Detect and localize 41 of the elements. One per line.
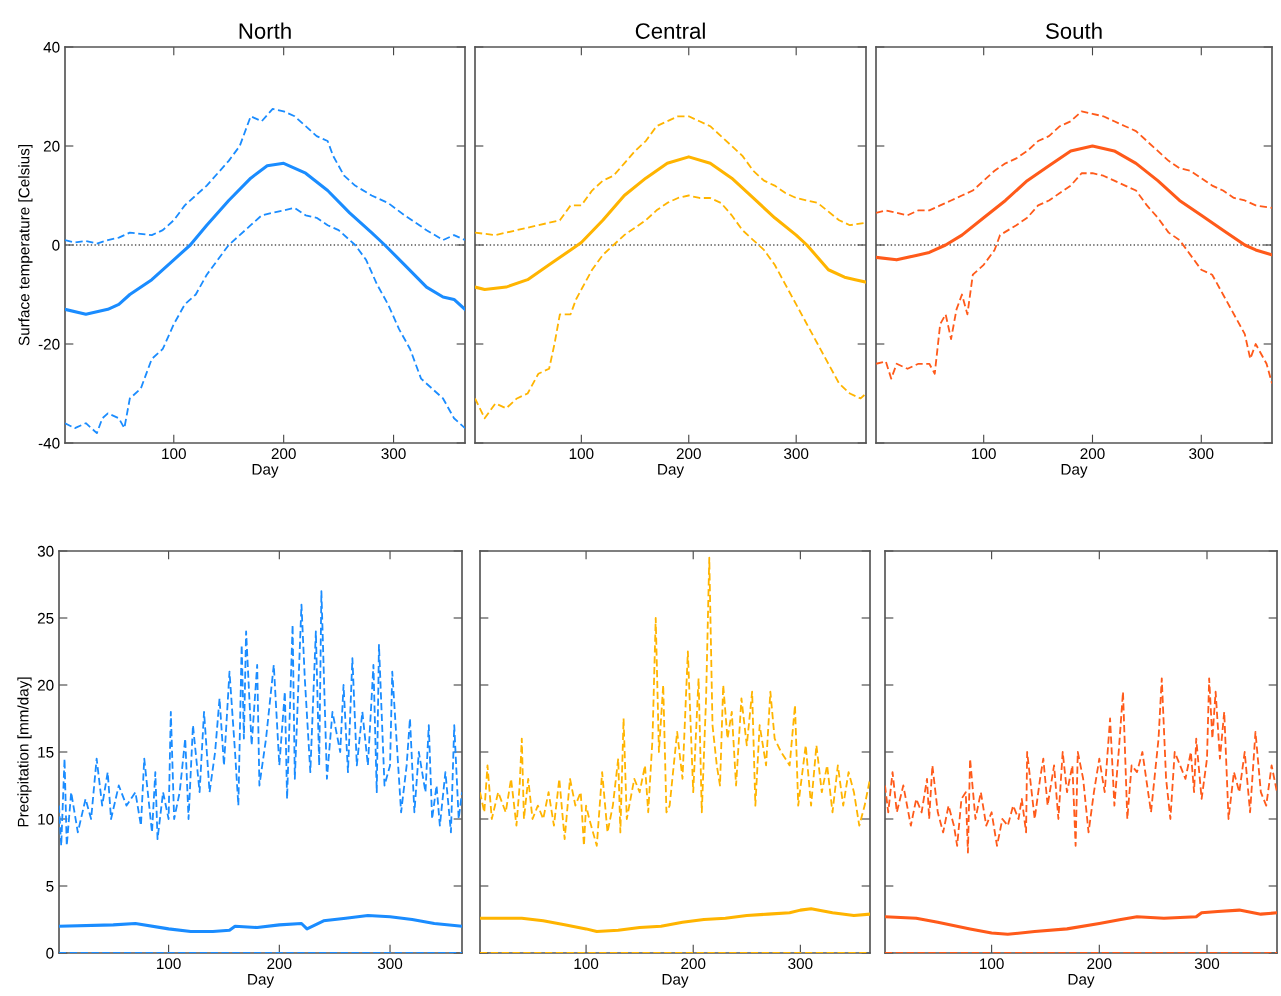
chart-title: Central xyxy=(635,22,705,39)
x-tick-label: 100 xyxy=(574,958,599,970)
x-tick-label: 300 xyxy=(377,958,403,970)
x-tick-label: 100 xyxy=(569,448,594,460)
y-tick-label: 40 xyxy=(43,41,60,53)
x-tick-label: 300 xyxy=(788,958,813,970)
x-axis-title: Day xyxy=(658,464,685,478)
x-tick-label: 100 xyxy=(980,958,1004,970)
x-tick-label: 200 xyxy=(1087,958,1112,970)
chart-title: South xyxy=(1045,22,1102,39)
y-tick-label: 30 xyxy=(37,545,54,557)
y-axis-title: Precipitation [mm/day] xyxy=(17,677,32,827)
y-tick-label: 5 xyxy=(46,881,54,892)
x-tick-label: 100 xyxy=(162,448,186,460)
x-tick-label: 200 xyxy=(681,958,706,970)
y-tick-label: 20 xyxy=(43,140,60,152)
y-tick-label: 0 xyxy=(52,239,60,251)
y-tick-label: 0 xyxy=(46,947,54,959)
x-tick-label: 100 xyxy=(157,958,181,970)
chart-title: North xyxy=(239,22,291,39)
x-tick-label: 200 xyxy=(1080,448,1105,460)
x-tick-label: 200 xyxy=(676,448,701,460)
x-tick-label: 300 xyxy=(381,448,406,460)
x-axis-title: Day xyxy=(252,464,279,478)
y-axis-title: Surface temperature [Celsius] xyxy=(18,145,33,346)
x-axis-title: Day xyxy=(1061,464,1088,478)
y-tick-label: -20 xyxy=(38,338,60,350)
x-tick-label: 300 xyxy=(1194,958,1220,970)
x-tick-label: 100 xyxy=(972,448,996,460)
y-tick-label: 10 xyxy=(38,813,54,825)
y-tick-label: 15 xyxy=(38,747,54,758)
y-tick-label: -40 xyxy=(38,437,60,449)
x-tick-label: 200 xyxy=(271,448,296,460)
x-tick-label: 300 xyxy=(784,448,809,460)
y-tick-label: 20 xyxy=(37,679,54,691)
y-tick-label: 25 xyxy=(37,612,54,624)
x-axis-title: Day xyxy=(248,974,275,988)
x-tick-label: 300 xyxy=(1189,448,1214,460)
x-axis-title: Day xyxy=(1068,974,1095,988)
x-axis-title: Day xyxy=(662,974,689,988)
x-tick-label: 200 xyxy=(267,958,292,970)
